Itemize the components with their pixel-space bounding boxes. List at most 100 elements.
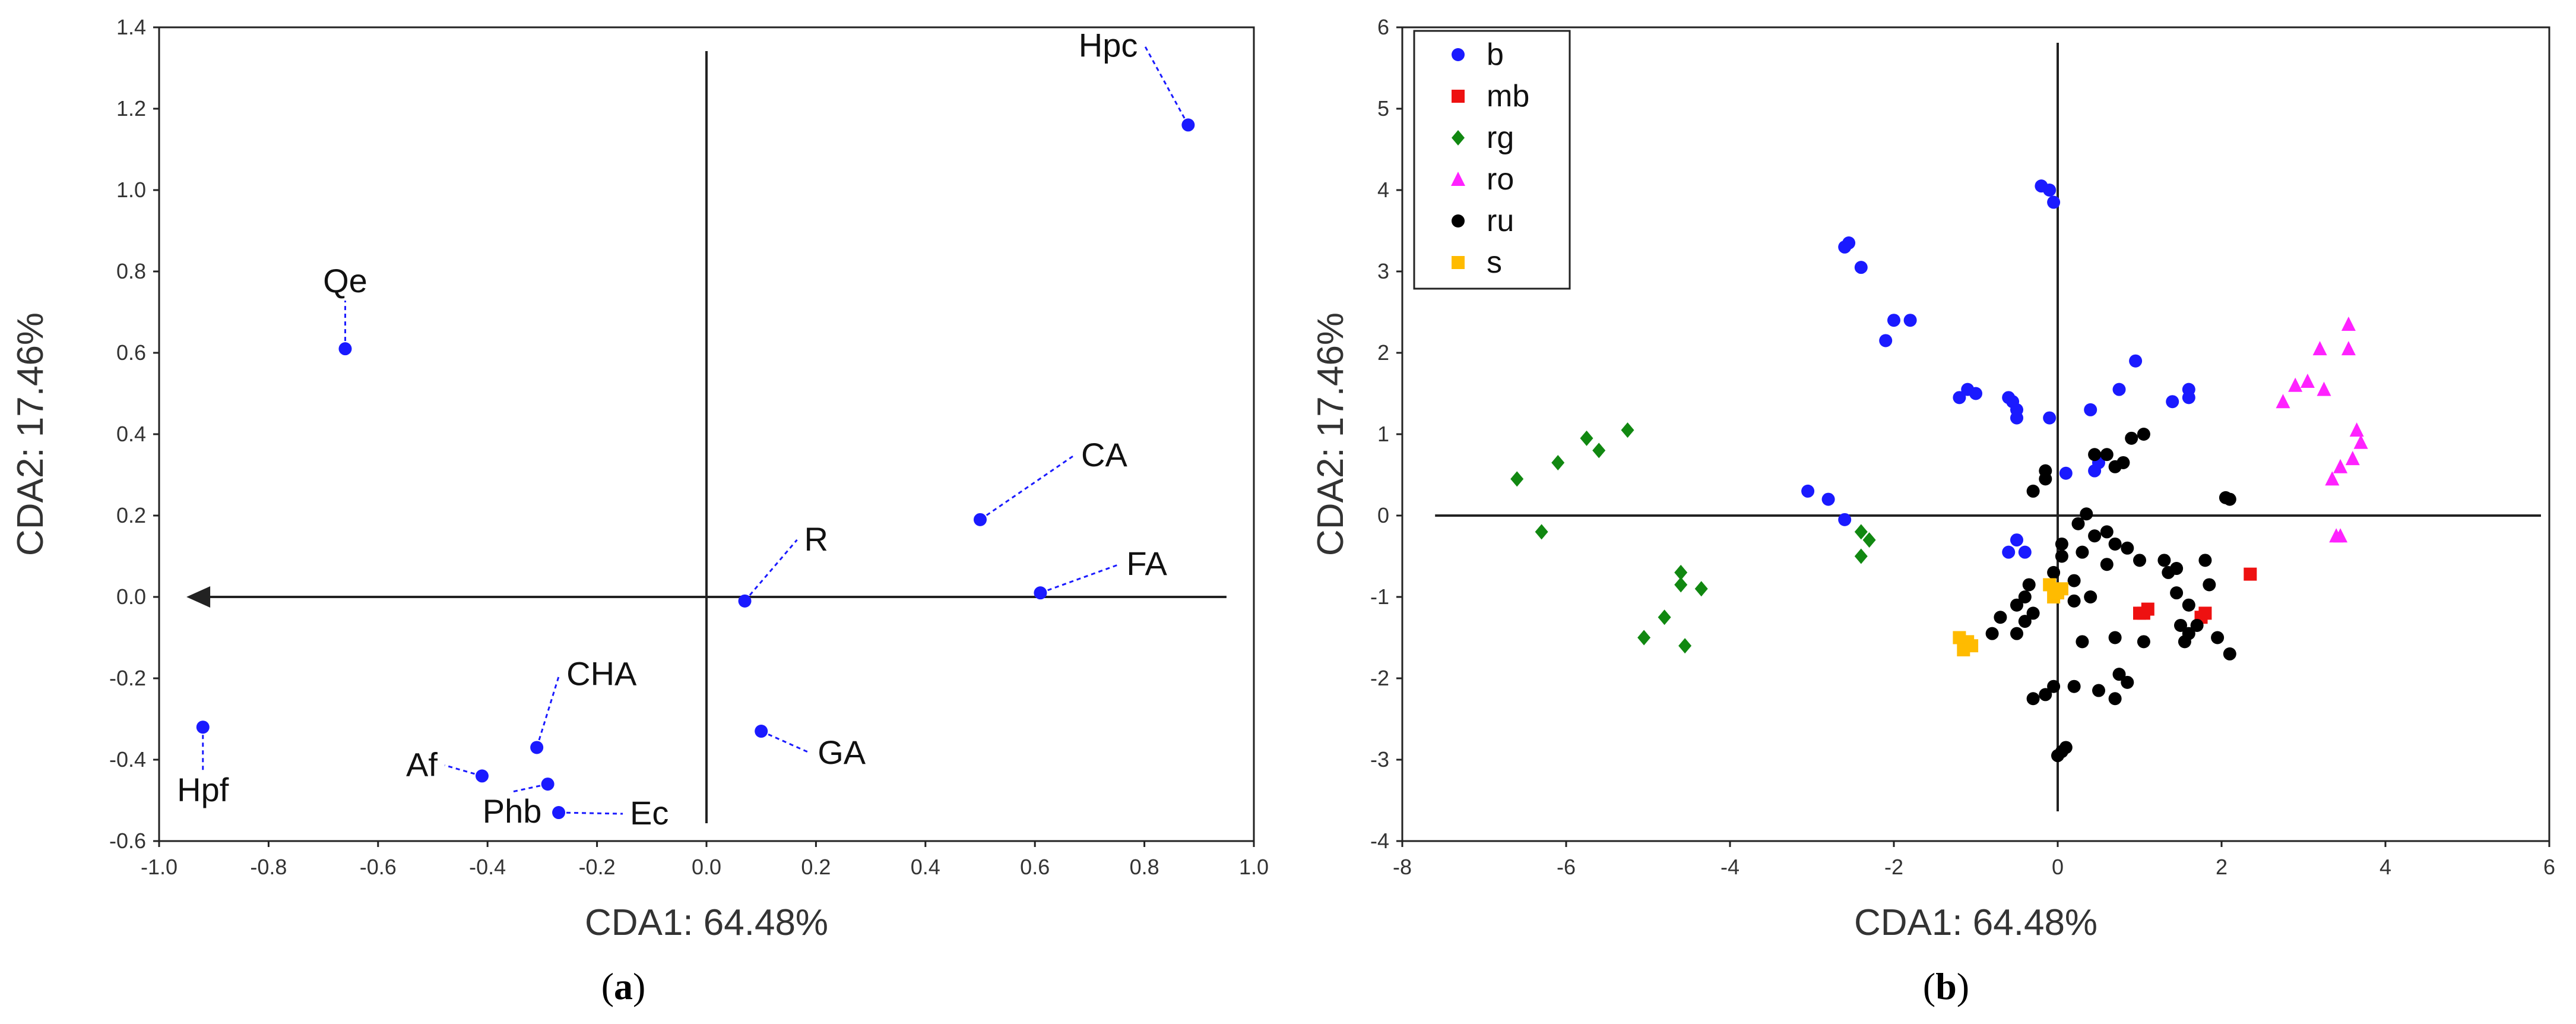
arrow-head [186,586,211,608]
point-b [2043,184,2057,197]
series-s [1953,578,2068,657]
point-ru [2108,460,2122,473]
legend-label-rg: rg [1487,121,1514,155]
x-tick-label: 2 [2216,855,2228,879]
point-ru [2022,578,2036,592]
point-ru [2039,688,2052,701]
point-ga [755,725,768,738]
legend-label-ro: ro [1487,162,1514,197]
point-ru [2051,749,2064,763]
x-tick-label: 0.8 [1130,855,1159,879]
point-b [1953,391,1966,404]
point-ru [2100,448,2114,462]
legend-marker-rg [1452,130,1465,146]
panel-b: -8 -6 -4 -2 0 2 4 6 -4 -3 -2 -1 0 1 2 3 4 5 6 CDA1: 64.48% C… [1310,15,2555,943]
point-rg [1694,581,1708,597]
point-ru [2174,618,2187,632]
point-rg [1862,532,1876,548]
x-tick-label: -0.8 [250,855,287,879]
series-mb [2133,567,2257,624]
point-rg [1580,430,1593,446]
point-qe [338,342,352,356]
point-label-hpf: Hpf [177,771,229,808]
y-tick-label: -0.4 [109,747,146,772]
y-axis-label: CDA2: 17.46% [10,312,51,556]
point-ro [2276,394,2290,409]
caption-b-open: ( [1923,965,1935,1007]
x-tick-label: -0.4 [469,855,506,879]
legend-marker-ro [1451,172,1465,186]
legend: b mb rg ro ru s [1413,30,1571,290]
point-rg [1674,564,1688,580]
point-b [1854,261,1868,274]
y-tick-label: -1 [1370,584,1389,609]
x-tick-label: 4 [2379,855,2391,879]
x-tick-label: 0.6 [1020,855,1050,879]
point-label-af: Af [406,745,438,783]
point-r [738,594,752,608]
point-ro [2333,459,2348,473]
y-tick-label: 0.8 [116,259,146,283]
point-ro [2300,373,2315,388]
point-ru [2076,545,2089,559]
point-label-hpc: Hpc [1079,26,1138,64]
leader-line-fa [1040,563,1120,594]
point-ru [2190,618,2204,632]
point-ru [2223,492,2236,506]
point-ru [2010,627,2023,640]
point-label-fa: FA [1126,545,1167,582]
y-tick-label: 3 [1377,259,1389,283]
y-tick-label: 1.4 [116,15,146,39]
point-ru [2121,675,2134,689]
point-ru [2010,598,2023,612]
caption-b-letter: b [1935,965,1957,1007]
point-ro [2349,422,2364,437]
point-label-ca: CA [1081,436,1127,473]
point-ru [2047,679,2061,693]
point-b [1879,334,1893,347]
legend-marker-b [1452,48,1465,61]
point-ro [2325,471,2340,486]
series-ro [2276,317,2368,543]
point-ru [2162,565,2175,579]
leader-line-ca [980,454,1075,521]
y-tick-label: 5 [1377,96,1389,121]
point-rg [1658,609,1671,625]
plot-frame-b [1401,26,2550,842]
point-ca [974,513,987,526]
leader-line-af [444,764,483,777]
y-tick-label: -0.6 [109,829,146,853]
x-tick-label: 0 [2052,855,2064,879]
point-ru [2047,565,2061,579]
x-tick-label: -0.6 [360,855,397,879]
caption-a: (a) [601,965,646,1007]
point-ru [2100,558,2114,571]
legend-label-mb: mb [1487,79,1529,113]
point-ec [552,806,566,820]
point-hpf [196,720,210,734]
y-axis-label: CDA2: 17.46% [1310,312,1351,556]
y-tick-label: 2 [1377,340,1389,365]
point-ru [2211,631,2225,644]
point-b [2047,195,2061,209]
point-rg [1637,630,1651,646]
point-fa [1034,586,1047,600]
point-ro [2353,434,2368,449]
point-rg [1621,422,1634,438]
y-tick-label: 0.4 [116,422,146,446]
point-ru [1994,611,2007,624]
point-b [2043,411,2057,425]
point-b [1903,314,1917,327]
point-af [475,769,489,783]
leader-line-cha [536,674,560,748]
point-ro [2341,341,2356,356]
legend-label-b: b [1487,37,1504,72]
panel-a: -1.0 -0.8 -0.6 -0.4 -0.2 0.0 0.2 0.4 0.6 0.8 1.0 -0… [10,15,1269,943]
x-tick-label: -6 [1557,855,1576,879]
series-b [1801,179,2195,559]
point-ru [2084,590,2097,603]
point-s [1965,639,1979,653]
y-tick-label: 1.2 [116,96,146,121]
point-label-cha: CHA [566,655,637,692]
y-tick-label: 4 [1377,178,1389,202]
